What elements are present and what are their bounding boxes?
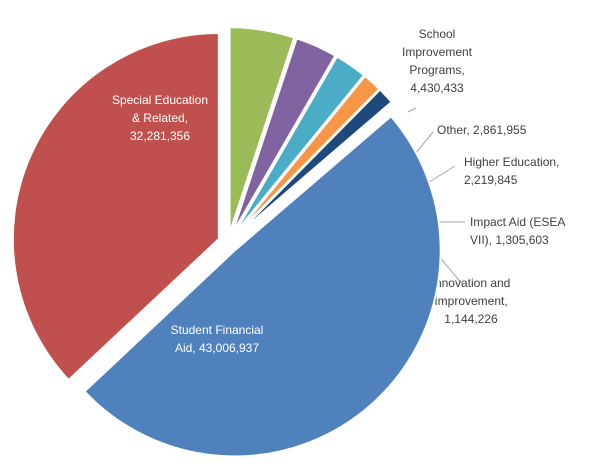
pie-slice-school-improvement-programs — [228, 26, 296, 234]
pie-slice-student-financial-aid — [83, 114, 442, 458]
data-label-higher-education: Higher Education, 2,219,845 — [464, 155, 559, 187]
pie-slice-other — [231, 37, 337, 235]
data-label-school-improvement-programs: School Improvement Programs, 4,430,433 — [402, 27, 473, 95]
data-label-student-financial-aid: Student Financial Aid, 43,006,937 — [171, 323, 264, 355]
data-label-other: Other, 2,861,955 — [437, 123, 527, 137]
data-label-impact-aid-esea-vii: Impact Aid (ESEA VII), 1,305,603 — [470, 215, 565, 247]
pie-slice-innovation-and-improvement — [234, 88, 394, 237]
leader-line-higher-education — [425, 165, 456, 185]
pie-slice-special-education-and-related — [11, 32, 220, 382]
leader-line-school-improvement-programs — [407, 107, 417, 113]
data-label-innovation-and-improvement: Innovation and Improvement, 1,144,226 — [432, 276, 511, 326]
data-label-special-education-and-related: Special Education & Related, 32,281,356 — [112, 93, 208, 143]
pie-slice-higher-education — [232, 55, 366, 236]
leader-line-other — [414, 131, 434, 155]
